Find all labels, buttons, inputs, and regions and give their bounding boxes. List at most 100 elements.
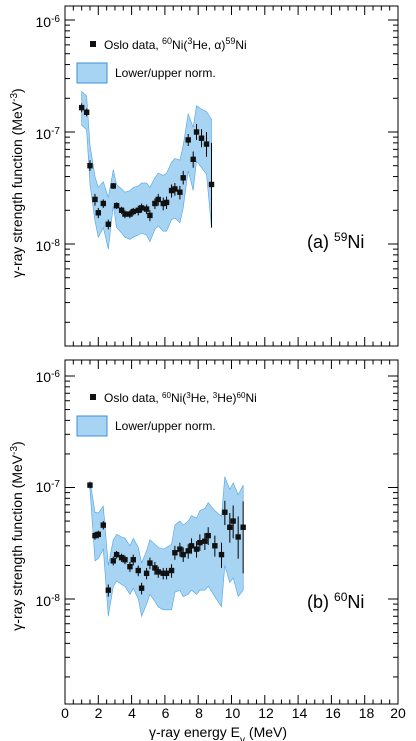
- x-tick-label: 10: [225, 705, 241, 721]
- legend: Oslo data, 60Ni(3He, 3He)60Ni Lower/uppe…: [76, 391, 257, 437]
- legend-marker: [90, 41, 96, 47]
- legend-band-swatch: [76, 62, 108, 84]
- y-tick-label: 10-6: [36, 14, 61, 31]
- legend-marker: [90, 394, 96, 400]
- legend-band-swatch: [76, 415, 108, 437]
- x-tick-label: 18: [359, 705, 375, 721]
- x-axis-label: γ-ray energy Eγ (MeV): [149, 724, 287, 741]
- data-point: [227, 524, 233, 530]
- x-tick-label: 20: [390, 705, 406, 721]
- data-point: [160, 570, 166, 577]
- data-point: [172, 550, 178, 556]
- data-point: [180, 175, 186, 181]
- data-point: [143, 570, 150, 577]
- data-point: [122, 557, 128, 563]
- ticks-layer: [64, 6, 399, 346]
- data-point: [83, 109, 90, 115]
- data-point: [155, 196, 161, 203]
- data-point: [105, 587, 111, 593]
- data-point: [190, 156, 196, 163]
- x-tick-label: 4: [128, 705, 136, 721]
- data-point: [203, 141, 210, 147]
- data-point: [198, 135, 205, 141]
- y-axis-label: γ-ray strength function (MeV-3): [9, 88, 26, 277]
- data-point: [92, 532, 98, 539]
- y-tick-label: 10-7: [36, 479, 61, 496]
- data-point: [172, 186, 178, 192]
- norm-band: [89, 476, 244, 618]
- data-point: [235, 534, 241, 540]
- data-point: [113, 551, 120, 558]
- data-point: [127, 211, 133, 217]
- data-point: [185, 137, 191, 143]
- y-axis-label: γ-ray strength function (MeV-3): [9, 441, 26, 630]
- x-tick-label: 6: [162, 705, 170, 721]
- x-tick-label: 2: [95, 705, 103, 721]
- data-point: [95, 210, 101, 216]
- data-point: [78, 104, 85, 111]
- data-point: [212, 543, 218, 549]
- data-point: [205, 532, 211, 539]
- data-point: [155, 569, 161, 575]
- data-point: [168, 567, 175, 574]
- band-layer: [89, 476, 244, 618]
- y-tick-label: 10-6: [36, 369, 61, 386]
- data-point: [218, 551, 225, 558]
- data-point: [152, 200, 158, 207]
- x-tick-labels: 0 2 4 6 8 10 12 14 16 18 20: [61, 705, 406, 721]
- data-point: [193, 129, 200, 135]
- data-point: [163, 570, 170, 577]
- data-point: [110, 183, 116, 189]
- data-point: [143, 206, 150, 212]
- x-tick-label: 0: [61, 705, 69, 721]
- y-tick-label: 10-8: [36, 593, 61, 610]
- y-tick-label: 10-7: [36, 126, 61, 143]
- data-point: [163, 199, 170, 206]
- panel-label: (a) 59Ni: [307, 230, 364, 252]
- data-point: [87, 163, 93, 169]
- x-tick-label: 8: [195, 705, 203, 721]
- data-point: [197, 539, 203, 546]
- data-point: [127, 563, 133, 570]
- x-tick-label: 14: [292, 705, 308, 721]
- data-point: [180, 551, 186, 558]
- data-point: [100, 522, 106, 528]
- legend-entry-data: Oslo data, 60Ni(3He, 3He)60Ni: [104, 391, 257, 406]
- ticks-layer: [64, 360, 399, 704]
- legend-entry-band: Lower/upper norm.: [115, 66, 216, 80]
- legend-entry-data: Oslo data, 60Ni(3He, α)59Ni: [104, 36, 247, 52]
- data-point: [100, 200, 106, 207]
- x-tick-label: 16: [325, 705, 341, 721]
- data-point: [147, 212, 153, 219]
- data-point: [177, 189, 183, 195]
- data-point: [138, 585, 145, 591]
- panel-label: (b) 60Ni: [307, 590, 364, 612]
- points-layer: [78, 103, 215, 230]
- data-point: [188, 543, 195, 549]
- data-point: [138, 205, 145, 211]
- data-point: [177, 546, 183, 552]
- panel-a: 10-6 10-7 10-8 γ-ray strength function (…: [9, 5, 399, 347]
- data-point: [202, 538, 208, 544]
- data-point: [135, 207, 141, 213]
- data-point: [147, 560, 153, 566]
- data-point: [193, 546, 200, 552]
- data-point: [230, 518, 236, 524]
- data-point: [130, 557, 136, 563]
- data-point: [185, 548, 191, 554]
- data-point: [130, 208, 136, 215]
- data-point: [95, 531, 101, 538]
- x-tick-label: 12: [258, 705, 274, 721]
- y-tick-label: 10-8: [36, 238, 61, 255]
- data-point: [92, 196, 98, 203]
- legend-entry-band: Lower/upper norm.: [115, 419, 216, 433]
- data-point: [122, 211, 128, 217]
- data-point: [118, 207, 125, 213]
- data-point: [113, 202, 120, 209]
- panel-b: 10-6 10-7 10-8 γ-ray strength function (…: [9, 359, 406, 741]
- data-point: [135, 567, 141, 574]
- points-layer: [87, 482, 246, 597]
- data-point: [208, 181, 215, 188]
